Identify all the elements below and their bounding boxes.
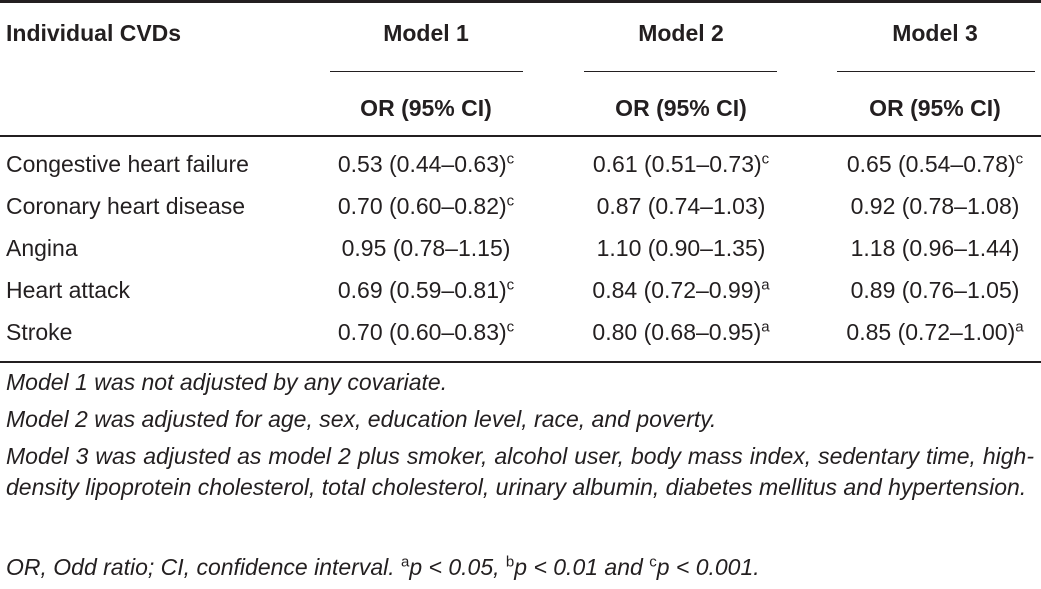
table-cell: 0.61 (0.51–0.73)c xyxy=(592,150,770,177)
row-label: Coronary heart disease xyxy=(6,193,246,219)
footnote-model-1: Model 1 was not adjusted by any covariat… xyxy=(6,369,448,395)
footnote-model-3: Model 3 was adjusted as model 2 plus smo… xyxy=(6,443,1034,500)
model-2-header: Model 2 xyxy=(638,20,724,46)
model-2-metric: OR (95% CI) xyxy=(615,95,747,121)
table-cell: 0.92 (0.78–1.08) xyxy=(850,193,1020,219)
table-cell: 1.18 (0.96–1.44) xyxy=(850,235,1020,261)
table-cell: 0.70 (0.60–0.83)c xyxy=(337,318,515,345)
table-cell: 0.87 (0.74–1.03) xyxy=(596,193,766,219)
row-label: Stroke xyxy=(6,319,73,345)
table-cell: 0.85 (0.72–1.00)a xyxy=(846,318,1024,345)
table-cell: 0.69 (0.59–0.81)c xyxy=(337,276,515,303)
row-header: Individual CVDs xyxy=(6,20,182,46)
row-label: Angina xyxy=(6,235,78,261)
footnote-model-2: Model 2 was adjusted for age, sex, educa… xyxy=(6,406,717,432)
table-cell: 0.95 (0.78–1.15) xyxy=(341,235,511,261)
model-1-underline xyxy=(330,71,523,72)
table-cell: 0.89 (0.76–1.05) xyxy=(850,277,1020,303)
table-cell: 0.53 (0.44–0.63)c xyxy=(337,150,515,177)
table-cell: 0.84 (0.72–0.99)a xyxy=(592,276,770,303)
model-3-underline xyxy=(837,71,1035,72)
model-1-header: Model 1 xyxy=(383,20,469,46)
table-cell: 1.10 (0.90–1.35) xyxy=(596,235,766,261)
model-3-metric: OR (95% CI) xyxy=(869,95,1001,121)
row-label: Congestive heart failure xyxy=(6,151,249,177)
header-bottom-rule xyxy=(0,135,1041,137)
table-cell: 0.70 (0.60–0.82)c xyxy=(337,192,515,219)
table-cell: 0.80 (0.68–0.95)a xyxy=(592,318,770,345)
model-2-underline xyxy=(584,71,777,72)
footnote-abbreviations: OR, Odd ratio; CI, confidence interval. … xyxy=(6,553,760,580)
row-label: Heart attack xyxy=(6,277,130,303)
model-1-metric: OR (95% CI) xyxy=(360,95,492,121)
model-3-header: Model 3 xyxy=(892,20,978,46)
table-top-rule xyxy=(0,0,1041,3)
table-bottom-rule xyxy=(0,361,1041,363)
table-cell: 0.65 (0.54–0.78)c xyxy=(846,150,1024,177)
